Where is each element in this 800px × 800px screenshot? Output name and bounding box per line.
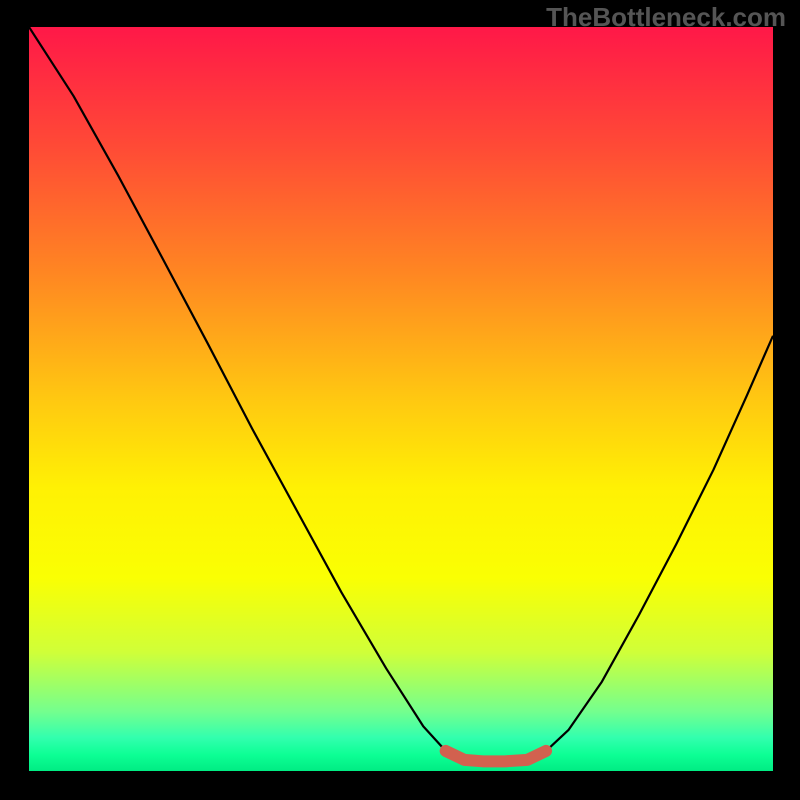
watermark-text: TheBottleneck.com <box>546 2 786 33</box>
figure-container: TheBottleneck.com <box>0 0 800 800</box>
plot-background <box>29 27 773 771</box>
plot-area <box>29 27 773 771</box>
chart-svg <box>29 27 773 771</box>
